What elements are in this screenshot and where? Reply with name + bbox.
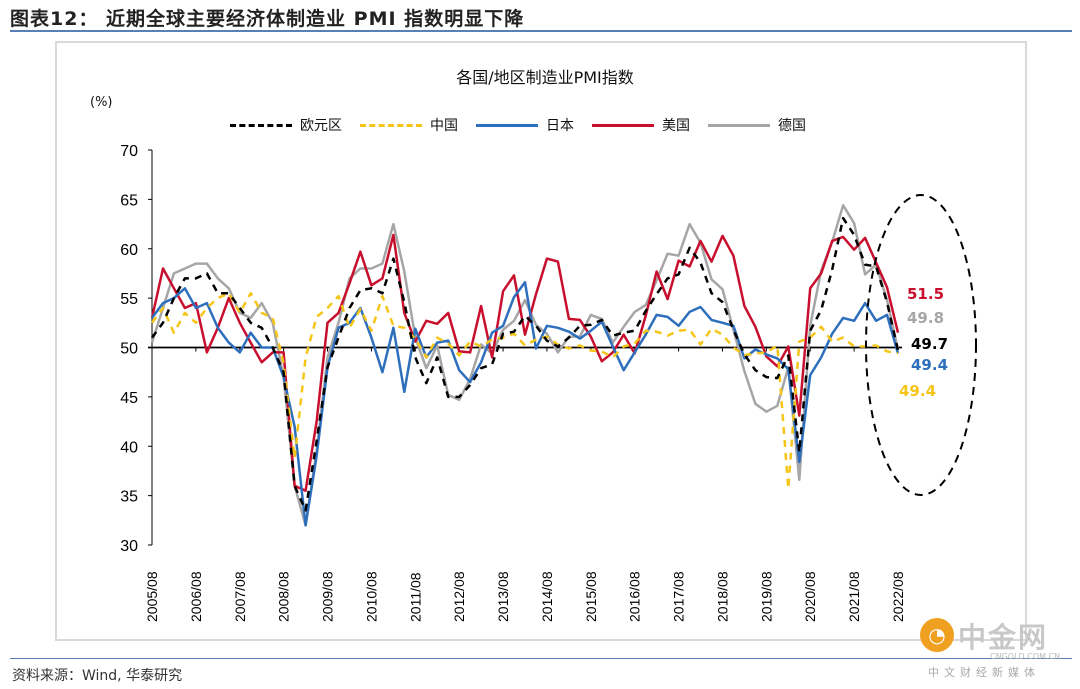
figure-header: 图表12： 近期全球主要经济体制造业 PMI 指数明显下降 (10, 8, 525, 30)
y-tick-label: 55 (120, 291, 138, 308)
legend-label: 欧元区 (300, 118, 342, 134)
legend-label: 日本 (546, 118, 574, 134)
watermark-domain: CNGOLD.COM.CN (990, 652, 1061, 661)
series-line-1 (150, 291, 899, 490)
y-tick-label: 30 (120, 538, 138, 555)
legend-swatch (360, 123, 422, 127)
x-tick-label: 2008/08 (276, 571, 292, 622)
legend-swatch (476, 123, 538, 127)
x-tick-label: 2020/08 (802, 571, 818, 622)
end-value-label: 49.4 (911, 356, 949, 374)
x-tick-label: 2014/08 (539, 571, 555, 622)
x-tick-label: 2012/08 (451, 571, 467, 622)
x-tick-label: 2018/08 (714, 571, 730, 622)
watermark-name: 中金网 (958, 621, 1049, 654)
source-note: 资料来源：Wind, 华泰研究 (12, 668, 183, 684)
y-tick-label: 70 (120, 143, 138, 160)
x-tick-label: 2005/08 (144, 571, 160, 622)
end-value-label: 51.5 (907, 285, 945, 303)
x-tick-label: 2016/08 (627, 571, 643, 622)
x-tick-label: 2011/08 (407, 572, 423, 622)
legend-item: 日本 (476, 115, 574, 135)
legend-item: 美国 (592, 115, 690, 135)
legend: 欧元区 中国 日本 美国 德国 (230, 115, 806, 135)
x-tick-label: 2013/08 (495, 571, 511, 622)
x-tick-label: 2007/08 (232, 571, 248, 622)
end-value-label: 49.7 (911, 335, 949, 353)
x-tick-label: 2019/08 (758, 571, 774, 622)
y-tick-label: 50 (120, 341, 138, 358)
legend-swatch (708, 123, 770, 127)
x-tick-label: 2009/08 (320, 571, 336, 622)
watermark: ◔ 中金网 CNGOLD.COM.CN 中文财经新媒体 (918, 612, 1078, 682)
x-tick-label: 2010/08 (363, 571, 379, 622)
highlight-ellipse (865, 194, 977, 496)
end-value-label: 49.8 (907, 309, 945, 327)
legend-item: 欧元区 (230, 115, 342, 135)
chart-title: 各国/地区制造业PMI指数 (456, 68, 634, 87)
x-tick-label: 2017/08 (671, 571, 687, 622)
x-tick-label: 2021/08 (846, 571, 862, 622)
y-tick-label: 35 (120, 489, 138, 506)
y-axis-unit: (%) (90, 95, 113, 110)
x-tick-label: 2022/08 (890, 571, 906, 622)
header-divider (10, 30, 1072, 32)
legend-swatch (230, 123, 292, 127)
legend-label: 德国 (778, 118, 806, 134)
y-tick-label: 45 (120, 390, 138, 407)
footer-divider (10, 658, 1072, 659)
series-line-4 (150, 204, 900, 527)
legend-label: 中国 (430, 118, 458, 134)
end-value-label: 49.4 (899, 382, 937, 400)
watermark-logo-icon: ◔ (920, 618, 954, 652)
series-line-2 (150, 281, 900, 527)
legend-item: 中国 (360, 115, 458, 135)
y-tick-label: 65 (120, 192, 138, 209)
legend-item: 德国 (708, 115, 806, 135)
legend-swatch (592, 123, 654, 127)
x-tick-label: 2015/08 (583, 571, 599, 622)
legend-label: 美国 (662, 118, 690, 134)
y-tick-label: 40 (120, 439, 138, 456)
watermark-tagline: 中文财经新媒体 (928, 666, 1040, 679)
y-tick-label: 60 (120, 242, 138, 259)
chart-frame (55, 41, 1027, 641)
x-tick-label: 2006/08 (188, 571, 204, 622)
series-line-3 (150, 233, 900, 492)
